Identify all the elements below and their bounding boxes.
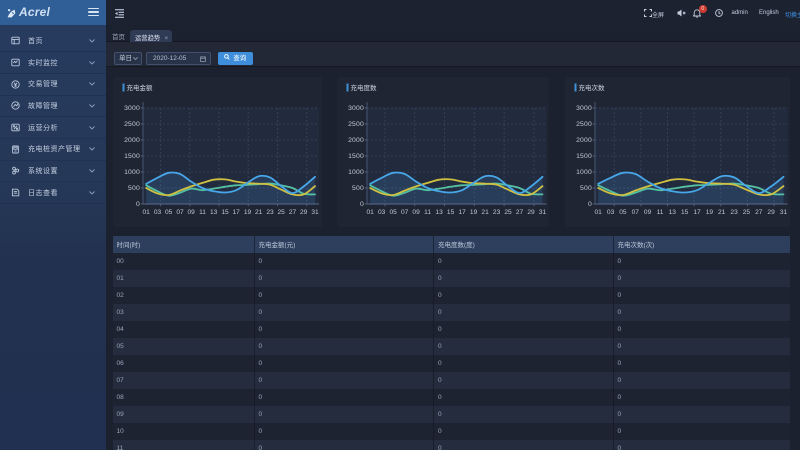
svg-text:23: 23 <box>730 209 738 216</box>
svg-text:0: 0 <box>360 201 364 208</box>
svg-text:0: 0 <box>588 201 592 208</box>
svg-text:17: 17 <box>693 209 701 216</box>
svg-text:23: 23 <box>266 209 274 216</box>
svg-text:07: 07 <box>632 209 640 216</box>
svg-text:05: 05 <box>619 209 627 216</box>
svg-text:2000: 2000 <box>348 137 364 144</box>
svg-text:充电次数: 充电次数 <box>579 83 606 92</box>
svg-text:充电度数: 充电度数 <box>351 83 378 92</box>
svg-text:17: 17 <box>458 209 466 216</box>
svg-text:3000: 3000 <box>576 105 592 112</box>
svg-text:05: 05 <box>165 209 173 216</box>
svg-text:19: 19 <box>706 209 714 216</box>
svg-text:25: 25 <box>743 209 751 216</box>
svg-text:13: 13 <box>435 209 443 216</box>
svg-text:21: 21 <box>255 209 263 216</box>
svg-text:11: 11 <box>657 209 664 216</box>
svg-text:11: 11 <box>199 209 206 216</box>
svg-text:03: 03 <box>154 209 162 216</box>
svg-text:01: 01 <box>367 209 375 216</box>
svg-text:31: 31 <box>539 209 547 216</box>
svg-text:23: 23 <box>493 209 501 216</box>
svg-text:27: 27 <box>289 209 297 216</box>
svg-text:07: 07 <box>176 209 184 216</box>
svg-text:09: 09 <box>188 209 196 216</box>
svg-text:27: 27 <box>755 209 763 216</box>
svg-text:31: 31 <box>311 209 319 216</box>
svg-text:1000: 1000 <box>124 169 140 176</box>
svg-text:09: 09 <box>412 209 420 216</box>
svg-text:11: 11 <box>424 209 431 216</box>
svg-text:2500: 2500 <box>348 121 364 128</box>
svg-text:500: 500 <box>580 185 592 192</box>
svg-text:500: 500 <box>352 185 364 192</box>
svg-text:13: 13 <box>210 209 218 216</box>
svg-text:13: 13 <box>669 209 677 216</box>
svg-text:2000: 2000 <box>576 137 592 144</box>
svg-text:3000: 3000 <box>348 105 364 112</box>
svg-text:21: 21 <box>481 209 489 216</box>
svg-text:07: 07 <box>401 209 409 216</box>
svg-text:25: 25 <box>504 209 512 216</box>
svg-text:01: 01 <box>143 209 151 216</box>
svg-text:3000: 3000 <box>124 105 140 112</box>
svg-text:29: 29 <box>527 209 535 216</box>
svg-text:27: 27 <box>516 209 524 216</box>
svg-text:17: 17 <box>233 209 241 216</box>
svg-text:15: 15 <box>447 209 455 216</box>
svg-text:15: 15 <box>681 209 689 216</box>
svg-text:0: 0 <box>136 201 140 208</box>
svg-text:1500: 1500 <box>576 153 592 160</box>
svg-text:29: 29 <box>300 209 308 216</box>
svg-text:2500: 2500 <box>124 121 140 128</box>
svg-text:25: 25 <box>278 209 286 216</box>
svg-text:31: 31 <box>780 209 788 216</box>
svg-text:1000: 1000 <box>576 169 592 176</box>
svg-text:充电金额: 充电金额 <box>127 83 154 92</box>
svg-text:2500: 2500 <box>576 121 592 128</box>
svg-text:2000: 2000 <box>124 137 140 144</box>
svg-text:1500: 1500 <box>348 153 364 160</box>
svg-text:03: 03 <box>378 209 386 216</box>
svg-text:09: 09 <box>644 209 652 216</box>
svg-text:01: 01 <box>595 209 603 216</box>
svg-text:29: 29 <box>767 209 775 216</box>
svg-text:15: 15 <box>221 209 229 216</box>
svg-text:19: 19 <box>244 209 252 216</box>
svg-text:500: 500 <box>128 185 140 192</box>
svg-text:05: 05 <box>390 209 398 216</box>
svg-text:19: 19 <box>470 209 478 216</box>
svg-text:21: 21 <box>718 209 726 216</box>
svg-text:03: 03 <box>607 209 615 216</box>
svg-text:1000: 1000 <box>348 169 364 176</box>
svg-text:1500: 1500 <box>124 153 140 160</box>
